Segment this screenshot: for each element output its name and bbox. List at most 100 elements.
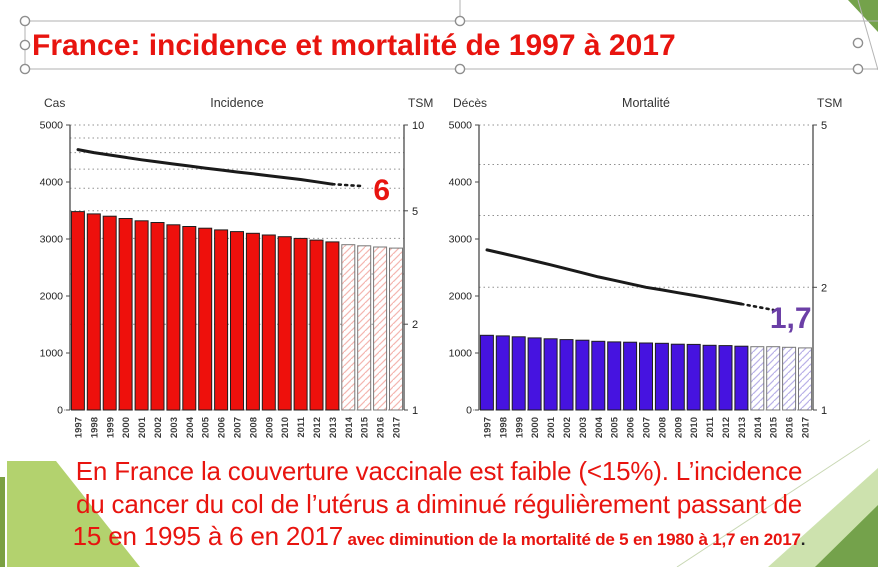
- corner-accent-top-right-line: [857, 0, 878, 71]
- svg-text:4000: 4000: [449, 177, 473, 189]
- selection-handle[interactable]: [19, 63, 31, 75]
- axes: [478, 125, 814, 410]
- year-labels: 1997 1998 1999 2000 2001 2002 2003 2004 2005 2006…: [483, 416, 812, 438]
- svg-text:2016: 2016: [376, 417, 387, 438]
- svg-text:2008: 2008: [248, 417, 259, 438]
- svg-text:2005: 2005: [610, 416, 621, 438]
- svg-text:10: 10: [412, 120, 424, 132]
- svg-text:2009: 2009: [264, 417, 275, 438]
- svg-text:2011: 2011: [705, 416, 716, 437]
- tsm-line-projection: [740, 302, 775, 312]
- bar-2005: [607, 341, 622, 411]
- slide-title[interactable]: France: incidence et mortalité de 1997 à…: [32, 29, 676, 62]
- bar-2008: [654, 342, 669, 411]
- corner-accent-top-right: [848, 0, 878, 32]
- svg-text:2001: 2001: [546, 416, 557, 438]
- svg-text:2000: 2000: [530, 417, 541, 438]
- body-line-3-large: 15 en 1995 à 6 en 2017: [72, 521, 344, 551]
- svg-text:2003: 2003: [169, 417, 180, 438]
- bar-1998: [495, 335, 510, 411]
- svg-text:2004: 2004: [185, 416, 196, 438]
- svg-text:2: 2: [412, 319, 418, 331]
- right-axis-ticks: 1 2 5 10: [404, 120, 424, 417]
- bar-2004: [591, 340, 606, 411]
- axes: [69, 125, 405, 410]
- svg-text:1000: 1000: [449, 348, 473, 360]
- bar-2015: [357, 245, 372, 411]
- incidence-chart[interactable]: 0 1000 2000 3000 4000 5000 1 2 5 10 Cas Incidence TS…: [36, 93, 446, 448]
- tsm-line-solid: [76, 148, 334, 186]
- bar-2002: [150, 222, 165, 411]
- bar-2009: [261, 234, 276, 411]
- svg-text:5: 5: [821, 120, 827, 132]
- bar-2017: [798, 347, 812, 411]
- bar-2007: [639, 342, 653, 411]
- tsm-line-projection: [331, 182, 366, 188]
- svg-text:2000: 2000: [40, 291, 64, 303]
- svg-text:2000: 2000: [121, 417, 132, 438]
- body-line-3: 15 en 1995 à 6 en 2017 avec diminution d…: [24, 520, 854, 553]
- svg-text:1: 1: [821, 405, 827, 417]
- svg-text:2001: 2001: [137, 416, 148, 438]
- svg-text:1997: 1997: [74, 417, 85, 438]
- svg-text:2003: 2003: [578, 417, 589, 438]
- svg-text:3000: 3000: [40, 234, 64, 246]
- bar-2008: [245, 232, 260, 411]
- svg-text:2011: 2011: [296, 416, 307, 437]
- tsm-end-label: 6: [373, 174, 390, 207]
- selection-handle[interactable]: [19, 15, 31, 27]
- svg-text:2013: 2013: [328, 417, 339, 438]
- body-line-3-small: avec diminution de la mortalité de 5 en …: [342, 530, 801, 549]
- svg-text:2000: 2000: [449, 291, 473, 303]
- bar-1999: [102, 215, 117, 411]
- body-line-3-period: .: [800, 530, 806, 549]
- svg-text:5000: 5000: [40, 120, 64, 132]
- svg-text:2010: 2010: [689, 417, 700, 438]
- svg-text:4000: 4000: [40, 177, 64, 189]
- svg-text:2002: 2002: [153, 417, 164, 438]
- mortalite-chart[interactable]: 0 1000 2000 3000 4000 5000 1 2 5 Décès Mortalité TS…: [445, 93, 855, 448]
- chart-title: Incidence: [210, 96, 264, 110]
- body-textbox[interactable]: En France la couverture vaccinale est fa…: [24, 455, 854, 553]
- svg-text:2015: 2015: [360, 416, 371, 438]
- bar-2009: [670, 343, 685, 411]
- svg-text:0: 0: [466, 405, 472, 417]
- svg-text:3000: 3000: [449, 234, 473, 246]
- bar-2003: [575, 339, 590, 411]
- svg-text:2002: 2002: [562, 417, 573, 438]
- svg-text:1998: 1998: [498, 417, 509, 438]
- svg-text:2015: 2015: [769, 416, 780, 438]
- body-line-1: En France la couverture vaccinale est fa…: [75, 456, 803, 486]
- svg-text:1999: 1999: [105, 417, 116, 438]
- svg-text:5: 5: [412, 206, 418, 218]
- svg-text:2004: 2004: [594, 416, 605, 438]
- selection-handle[interactable]: [852, 37, 864, 49]
- bar-2001: [134, 220, 149, 411]
- chart-title: Mortalité: [622, 96, 670, 110]
- right-axis-title: TSM: [817, 96, 842, 110]
- selection-handle[interactable]: [19, 39, 31, 51]
- bar-2014: [750, 346, 765, 411]
- body-line-2: du cancer du col de l’utérus a diminué r…: [76, 488, 802, 519]
- svg-text:2012: 2012: [721, 417, 732, 438]
- bar-2005: [198, 227, 213, 411]
- bar-2013: [325, 241, 340, 411]
- svg-text:2017: 2017: [392, 417, 403, 438]
- svg-text:2017: 2017: [801, 417, 812, 438]
- bar-2011: [702, 344, 717, 411]
- bar-2013: [734, 345, 749, 411]
- svg-text:2010: 2010: [280, 417, 291, 438]
- bars-group: [479, 334, 812, 411]
- svg-text:2008: 2008: [657, 417, 668, 438]
- bar-2015: [766, 346, 781, 411]
- selection-handle[interactable]: [852, 63, 864, 75]
- bar-2007: [230, 231, 244, 411]
- year-labels: 1997 1998 1999 2000 2001 2002 2003 2004 2005 2006…: [74, 416, 403, 438]
- bar-2003: [166, 224, 181, 411]
- bars-group: [70, 211, 403, 411]
- svg-text:1998: 1998: [89, 417, 100, 438]
- bar-2006: [214, 229, 229, 411]
- bar-2014: [341, 244, 356, 411]
- bar-1999: [511, 336, 526, 411]
- bar-2016: [782, 346, 797, 411]
